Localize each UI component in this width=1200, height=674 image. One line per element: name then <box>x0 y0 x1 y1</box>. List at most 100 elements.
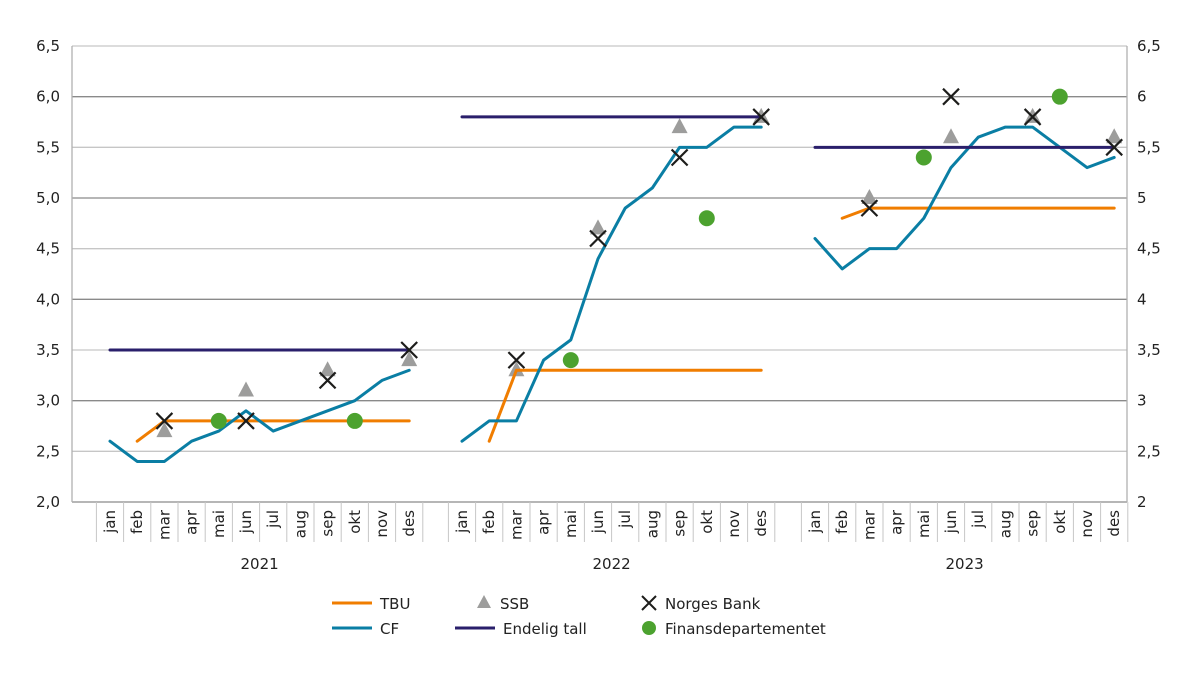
x-tick-label-month: sep <box>319 510 337 537</box>
x-tick-label-month: mar <box>860 509 878 540</box>
cross-stroke <box>400 341 418 359</box>
cross-stroke <box>942 87 960 106</box>
legend-item: CF <box>332 620 399 638</box>
series-ssb-point <box>238 381 254 397</box>
series-norges-bank-point <box>155 412 174 430</box>
series-tbu-line <box>135 419 411 443</box>
y-tick-label-right: 3,5 <box>1137 341 1161 359</box>
x-tick-label-month: jan <box>806 510 824 534</box>
x-tick-label-month: des <box>752 510 770 537</box>
x-tick-label-month: feb <box>480 510 498 534</box>
x-tick-label-month: aug <box>291 510 309 538</box>
cross-stroke <box>1023 108 1042 126</box>
legend-label: Finansdepartementet <box>665 620 826 638</box>
series-norges-bank-point <box>670 148 689 167</box>
legend-item: Finansdepartementet <box>642 620 826 638</box>
x-tick-label-month: mar <box>507 509 525 540</box>
series-finansdepartementet-point <box>346 412 363 429</box>
y-tick-label-right: 2,5 <box>1137 442 1161 460</box>
legend-item: Norges Bank <box>641 595 761 613</box>
series-tbu-line <box>840 206 1116 220</box>
y-tick-label-left: 6,0 <box>36 88 60 106</box>
x-tick-label-month: sep <box>1024 510 1042 537</box>
series-ssb-point <box>1106 128 1123 144</box>
series-norges-bank-point <box>237 412 255 430</box>
series-tbu-line <box>487 368 763 443</box>
x-tick-label-month: jun <box>942 510 960 534</box>
x-tick-label-month: apr <box>888 509 906 535</box>
x-tick-label-month: nov <box>1078 510 1096 538</box>
x-tick-label-month: aug <box>643 510 661 538</box>
y-tick-label-right: 3 <box>1137 392 1147 410</box>
cross-stroke <box>155 412 174 430</box>
y-tick-label-right: 5,5 <box>1137 138 1161 156</box>
legend-label: SSB <box>500 595 529 613</box>
cross-stroke <box>1105 138 1123 157</box>
x-tick-label-month: jul <box>616 510 634 529</box>
x-tick-label-month: nov <box>373 510 391 538</box>
x-tick-label-month: des <box>400 510 418 537</box>
series-ssb-point <box>943 128 959 144</box>
x-tick-label-month: feb <box>833 510 851 534</box>
y-tick-label-left: 5,0 <box>36 189 60 207</box>
legend-label: TBU <box>379 595 410 613</box>
y-tick-label-right: 4 <box>1137 290 1147 308</box>
legend-swatch <box>641 595 657 611</box>
x-tick-label-month: nov <box>725 510 743 538</box>
series-cf-line <box>460 125 763 443</box>
series-norges-bank-point <box>942 87 960 106</box>
series-finansdepartementet-point <box>915 149 932 166</box>
series-norges-bank-point <box>507 351 526 369</box>
x-tick-label-month: apr <box>535 509 553 535</box>
y-tick-label-left: 6,5 <box>36 37 60 55</box>
x-tick-label-month: mar <box>155 509 173 540</box>
cross-stroke <box>318 371 337 390</box>
y-tick-label-left: 2,0 <box>36 493 60 511</box>
series-ssb-point <box>590 219 606 235</box>
series-norges-bank-point <box>1023 108 1042 126</box>
y-tick-label-left: 2,5 <box>36 442 60 460</box>
y-tick-label-left: 3,5 <box>36 341 60 359</box>
series-norges-bank-point <box>400 341 418 359</box>
x-year-label: 2022 <box>593 555 631 573</box>
cross-stroke <box>752 108 770 126</box>
legend-item: Endelig tall <box>455 620 587 638</box>
series-cf-line <box>108 368 411 463</box>
x-tick-label-month: jan <box>453 510 471 534</box>
series-cf-line <box>813 125 1116 271</box>
series-ssb-point <box>401 351 418 367</box>
legend-swatch <box>642 621 656 635</box>
x-tick-label-month: feb <box>128 510 146 534</box>
series-finansdepartementet-point <box>1051 88 1068 105</box>
cross-stroke <box>670 148 689 167</box>
x-year-label: 2021 <box>241 555 279 573</box>
series-ssb-point <box>861 189 878 204</box>
series-norges-bank-point <box>860 199 879 217</box>
y-tick-label-right: 6,5 <box>1137 37 1161 55</box>
y-tick-label-left: 5,5 <box>36 138 60 156</box>
y-tick-label-left: 4,5 <box>36 240 60 258</box>
legend-item: TBU <box>332 595 410 613</box>
x-tick-label-month: jun <box>237 510 255 534</box>
x-tick-label-month: okt <box>698 510 716 534</box>
x-tick-label-month: jul <box>264 510 282 529</box>
series-ssb-point <box>671 118 688 134</box>
y-tick-label-left: 4,0 <box>36 290 60 308</box>
series-finansdepartementet-point <box>698 210 715 227</box>
y-tick-label-right: 5 <box>1137 189 1147 207</box>
legend-label: Norges Bank <box>665 595 761 613</box>
x-tick-label-month: mai <box>915 510 933 538</box>
x-tick-label-month: mai <box>562 510 580 538</box>
legend-swatch <box>477 595 491 608</box>
legend-item: SSB <box>477 595 529 613</box>
x-tick-label-month: okt <box>1051 510 1069 534</box>
y-tick-label-right: 6 <box>1137 88 1147 106</box>
y-tick-label-right: 4,5 <box>1137 240 1161 258</box>
y-tick-label-right: 2 <box>1137 493 1147 511</box>
series-norges-bank-point <box>589 229 607 248</box>
series-finansdepartementet-point <box>562 352 579 369</box>
x-tick-label-month: des <box>1105 510 1123 537</box>
legend-label: CF <box>380 620 399 638</box>
legend-label: Endelig tall <box>503 620 587 638</box>
